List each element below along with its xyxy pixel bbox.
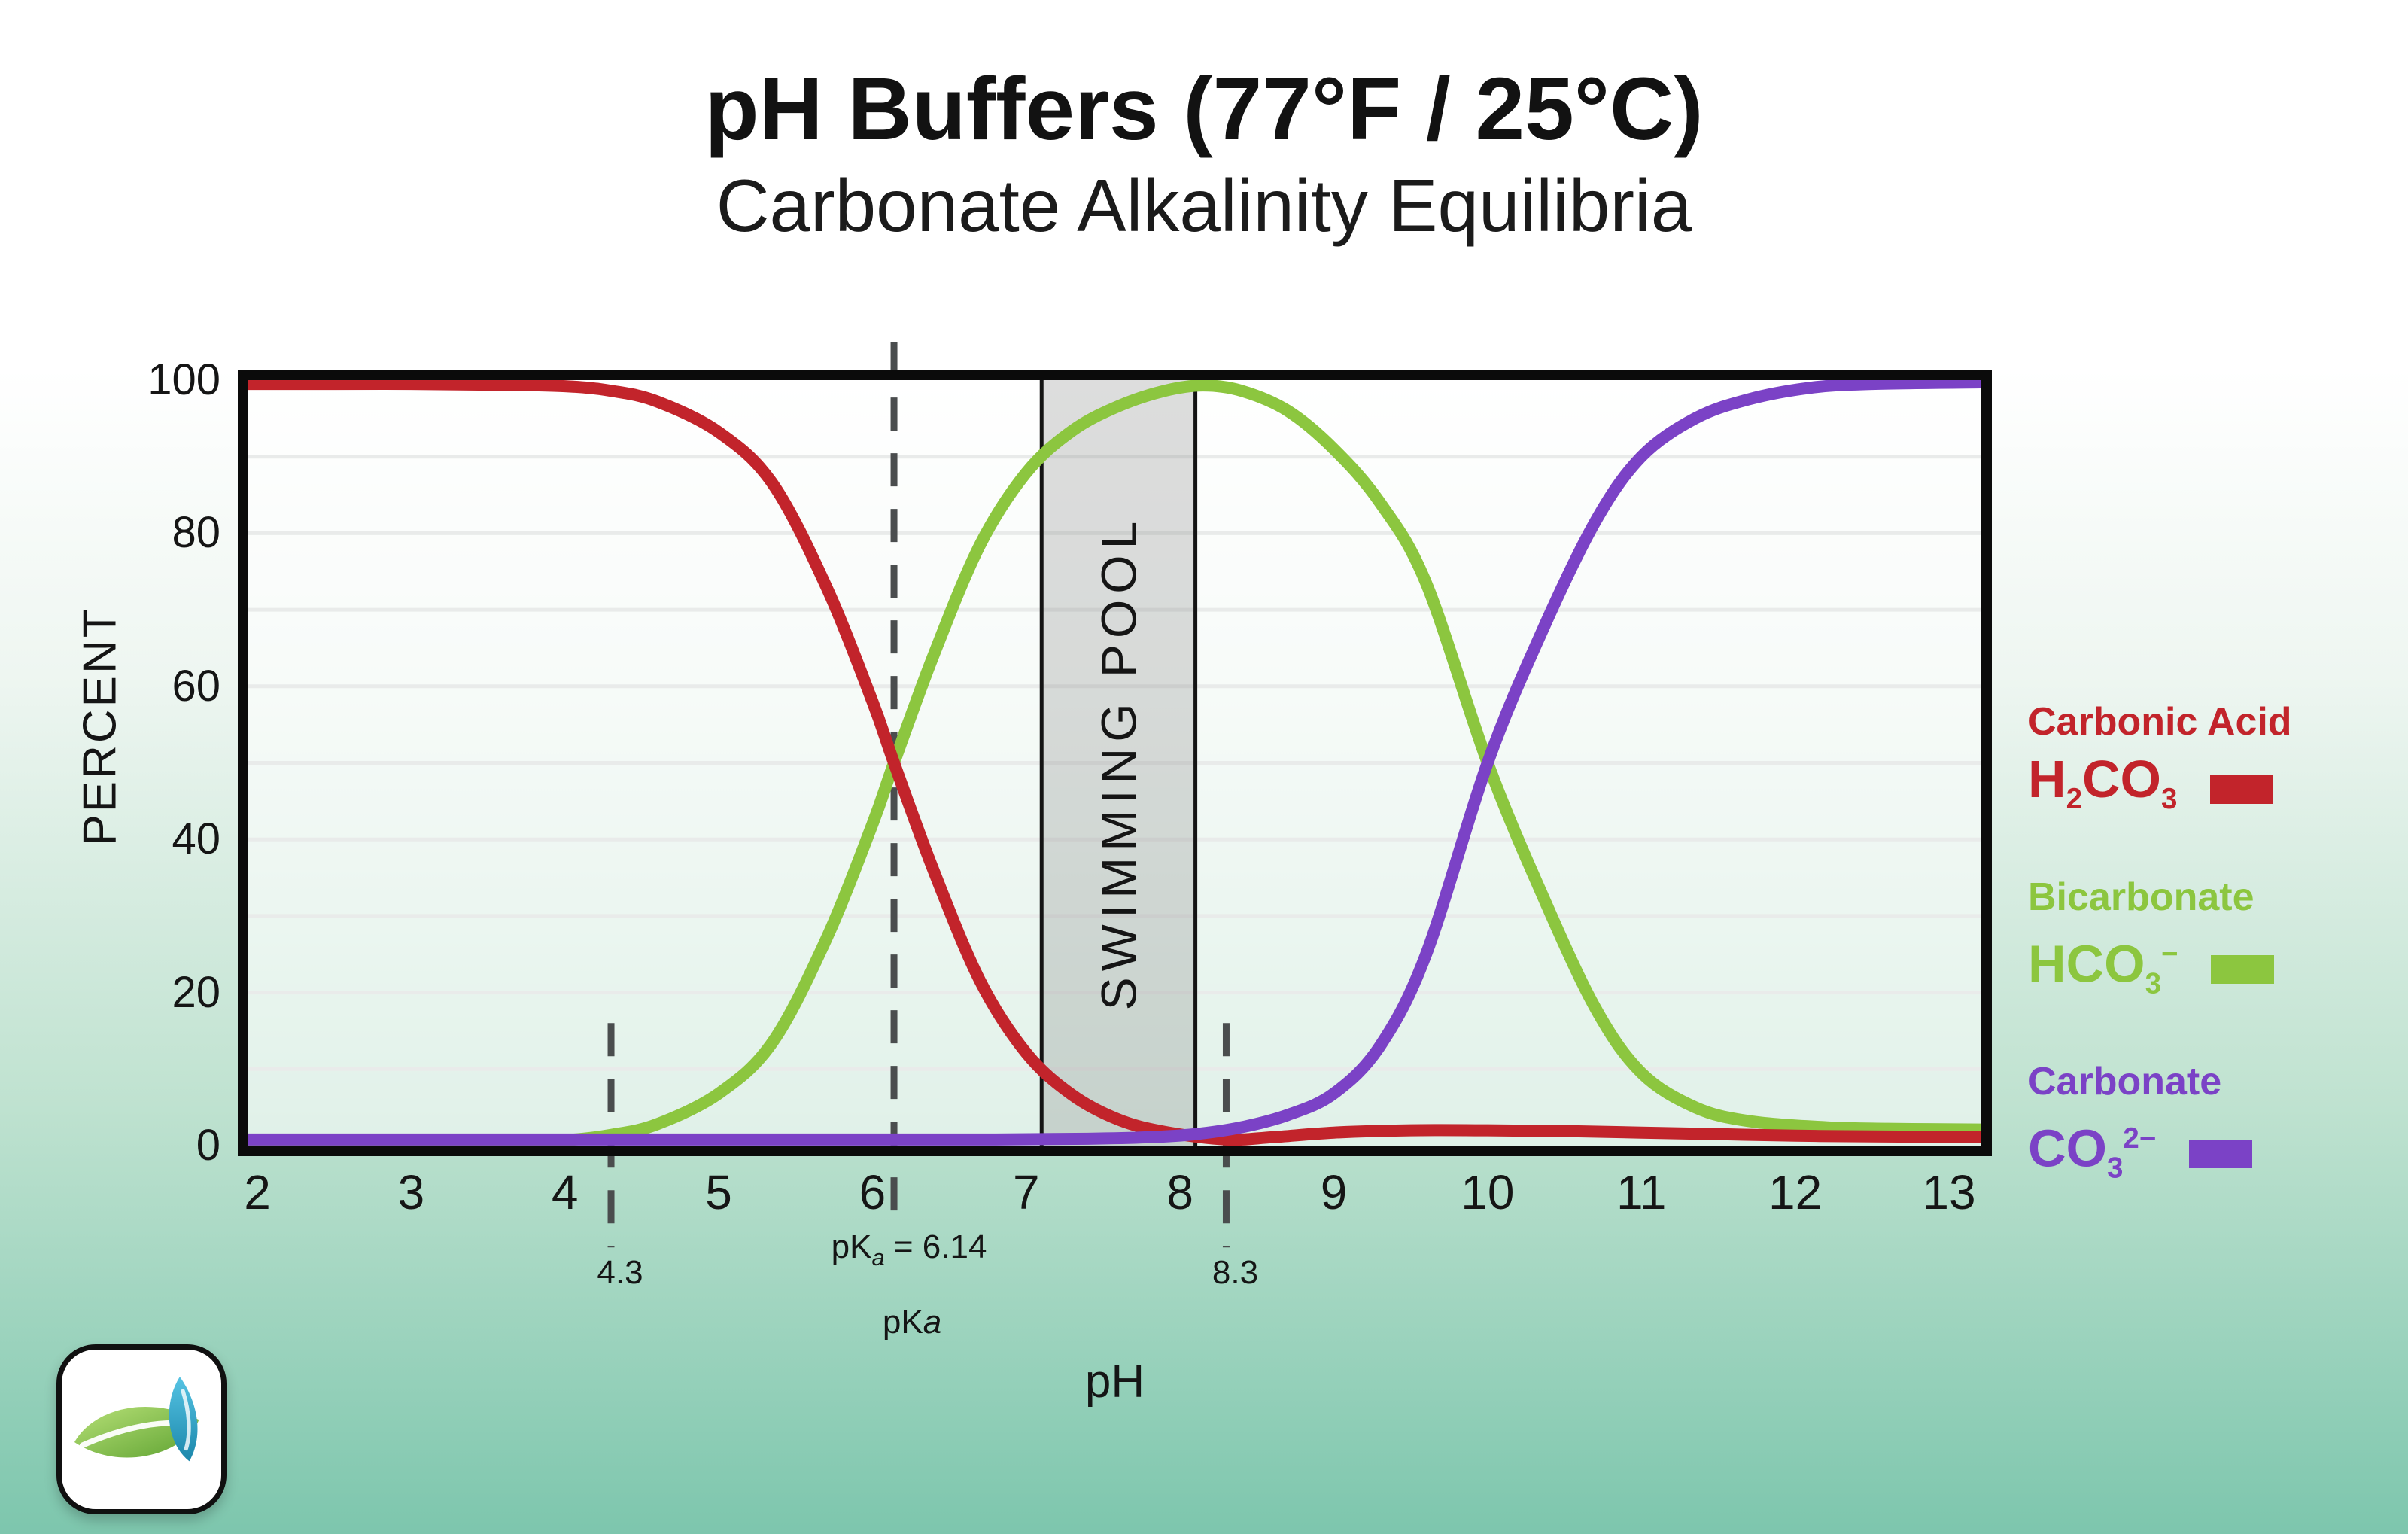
logo: [56, 1344, 227, 1514]
plot-border: [238, 370, 1992, 1156]
y-tick-label: 60: [172, 661, 220, 711]
legend-color-swatch: [2189, 1139, 2253, 1168]
marker-label: 8.3: [1212, 1254, 1259, 1291]
y-tick-label: 0: [196, 1121, 220, 1170]
legend-item-row: HCO3−: [2028, 922, 2397, 1016]
x-axis-label: pH: [1084, 1356, 1145, 1408]
legend-item: Carbonic Acid H2CO3: [2028, 699, 2397, 832]
x-tick-label: 11: [1616, 1165, 1667, 1219]
marker-label: 4.3: [597, 1254, 643, 1291]
legend-item: Carbonate CO32−: [2028, 1058, 2397, 1201]
x-tick-label: 5: [705, 1165, 732, 1219]
legend-item-formula: HCO3−: [2028, 934, 2178, 1000]
legend-color-swatch: [2210, 775, 2274, 804]
legend-item-row: H2CO3: [2028, 747, 2397, 832]
y-tick-label: 20: [172, 967, 220, 1017]
x-tick-label: 2: [244, 1165, 271, 1219]
y-tick-label: 40: [172, 814, 220, 864]
legend-item: Bicarbonate HCO3−: [2028, 874, 2397, 1016]
pka-caption-italic: a: [923, 1304, 942, 1341]
legend-item-name: Bicarbonate: [2028, 875, 2254, 919]
curve-carbonate-co3-2-: [248, 376, 1981, 1146]
x-tick-label: 13: [1922, 1165, 1976, 1219]
legend-item-formula: CO32−: [2028, 1119, 2157, 1185]
y-tick-label: 80: [172, 508, 220, 558]
swimming-pool-band: [1041, 380, 1196, 1146]
pka-annotation: pKa = 6.14: [832, 1228, 987, 1271]
legend-color-swatch: [2211, 954, 2275, 984]
leaf-drop-logo-icon: [74, 1377, 199, 1462]
x-tick-label: 7: [1013, 1165, 1040, 1219]
pka-annotation-sub: a: [871, 1243, 885, 1271]
curve-bicarbonate-hco3-: [248, 379, 1981, 1149]
x-tick-label: 8: [1166, 1165, 1193, 1219]
chart-subtitle: Carbonate Alkalinity Equilibria: [716, 164, 1692, 247]
curve-carbonic-acid-h2co3: [248, 378, 1981, 1146]
x-tick-label: 12: [1768, 1165, 1823, 1219]
pka-caption-pre: pK: [882, 1304, 923, 1341]
pka-caption: pKa: [883, 1304, 941, 1341]
y-tick-label: 100: [147, 355, 220, 404]
gridlines: [248, 455, 1981, 1071]
legend-item-name: Carbonate: [2028, 1060, 2222, 1104]
pka-annotation-post: = 6.14: [884, 1228, 987, 1265]
swimming-pool-label: SWIMMING POOL: [1090, 516, 1146, 1011]
x-tick-label: 3: [397, 1165, 425, 1219]
x-tick-label: 9: [1320, 1165, 1348, 1219]
chart-title: pH Buffers (77°F / 25°C): [704, 59, 1704, 159]
x-tick-label: 10: [1461, 1165, 1515, 1219]
x-tick-label: 4: [551, 1165, 579, 1219]
x-tick-label: 6: [859, 1165, 886, 1219]
legend-item-name: Carbonic Acid: [2028, 700, 2292, 744]
pka-annotation-pre: pK: [831, 1228, 872, 1265]
legend-item-formula: H2CO3: [2028, 750, 2178, 815]
legend: Carbonic Acid H2CO3 Bicarbonate HCO3− Carbon…: [2028, 699, 2397, 1243]
legend-item-row: CO32−: [2028, 1106, 2397, 1201]
curves: [248, 376, 1981, 1149]
